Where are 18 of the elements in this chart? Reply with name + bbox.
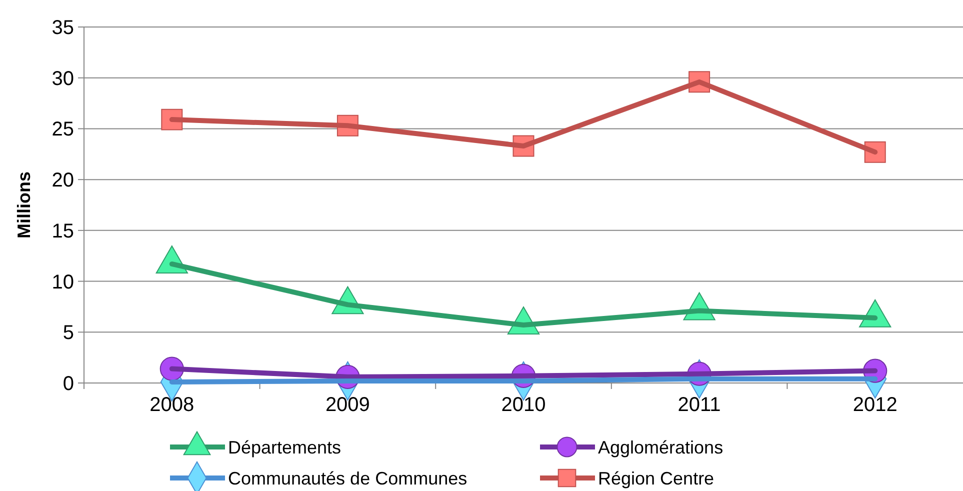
y-tick-label: 5 bbox=[62, 322, 74, 344]
legend-label: Communautés de Communes bbox=[228, 468, 468, 488]
x-tick-label: 2008 bbox=[150, 394, 194, 416]
y-tick-label: 30 bbox=[52, 68, 74, 90]
x-tick-label: 2012 bbox=[852, 394, 898, 416]
legend-label: Région Centre bbox=[598, 468, 714, 488]
legend-label: Agglomérations bbox=[598, 437, 724, 458]
y-tick-label: 35 bbox=[52, 17, 74, 39]
y-tick-label: 15 bbox=[52, 220, 74, 242]
x-tick-label: 2010 bbox=[501, 394, 546, 416]
x-tick-label: 2011 bbox=[678, 394, 721, 416]
y-tick-label: 25 bbox=[52, 118, 74, 141]
y-tick-label: 10 bbox=[52, 271, 74, 294]
legend-label: Départements bbox=[228, 437, 342, 458]
y-tick-label: 0 bbox=[62, 373, 74, 395]
y-tick-label: 20 bbox=[52, 170, 74, 192]
x-tick-label: 2009 bbox=[325, 394, 370, 416]
y-axis-title: Millions bbox=[14, 172, 34, 238]
